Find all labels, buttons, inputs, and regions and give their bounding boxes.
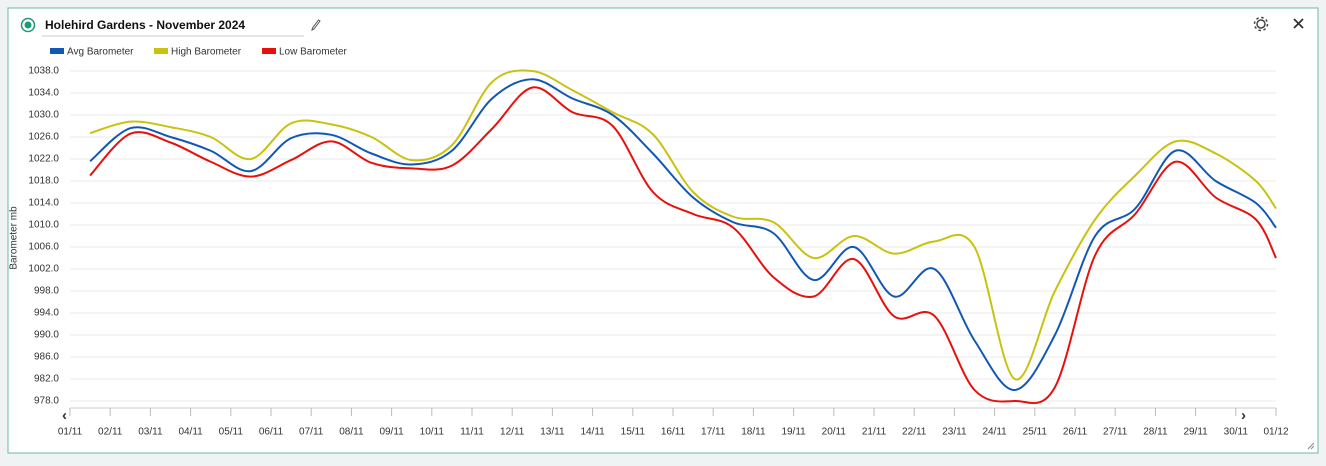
y-tick-label: 1018.0 — [28, 176, 59, 187]
x-tick-label: 24/11 — [982, 427, 1007, 438]
y-tick-label: 1014.0 — [28, 198, 59, 209]
settings-icon-teeth — [1253, 16, 1269, 32]
x-tick-label: 27/11 — [1103, 427, 1128, 438]
x-tick-label: 23/11 — [942, 427, 967, 438]
x-tick-label: 04/11 — [178, 427, 203, 438]
y-tick-label: 1030.0 — [28, 110, 59, 121]
status-dot — [24, 21, 32, 29]
x-tick-label: 07/11 — [299, 427, 324, 438]
x-tick-label: 05/11 — [219, 427, 244, 438]
x-tick-label: 02/11 — [98, 427, 123, 438]
legend-swatch — [154, 48, 168, 54]
x-tick-label: 25/11 — [1023, 427, 1048, 438]
x-tick-label: 01/11 — [58, 427, 83, 438]
y-tick-label: 1034.0 — [28, 88, 59, 99]
legend-label: High Barometer — [171, 47, 242, 58]
y-tick-label: 986.0 — [34, 352, 59, 363]
y-tick-label: 998.0 — [34, 286, 59, 297]
y-axis-label: Barometer mb — [9, 206, 20, 270]
x-tick-label: 09/11 — [379, 427, 404, 438]
y-tick-label: 994.0 — [34, 308, 59, 319]
edit-icon[interactable] — [311, 19, 321, 31]
y-tick-label: 978.0 — [34, 396, 59, 407]
y-tick-label: 982.0 — [34, 374, 59, 385]
x-tick-label: 03/11 — [138, 427, 163, 438]
x-tick-label: 22/11 — [902, 427, 927, 438]
x-tick-label: 28/11 — [1143, 427, 1168, 438]
widget-title: Holehird Gardens - November 2024 — [45, 18, 245, 32]
x-tick-label: 20/11 — [822, 427, 847, 438]
x-tick-label: 14/11 — [580, 427, 605, 438]
panel — [7, 7, 1319, 454]
x-tick-label: 18/11 — [741, 427, 766, 438]
legend-swatch — [50, 48, 64, 54]
legend-swatch — [262, 48, 276, 54]
x-tick-label: 01/12 — [1263, 427, 1288, 438]
close-icon[interactable] — [1293, 18, 1304, 29]
x-tick-label: 21/11 — [862, 427, 887, 438]
x-tick-label: 11/11 — [460, 427, 484, 438]
x-tick-label: 29/11 — [1183, 427, 1208, 438]
x-tick-label: 13/11 — [540, 427, 565, 438]
y-tick-label: 1026.0 — [28, 132, 59, 143]
x-tick-label: 26/11 — [1063, 427, 1088, 438]
x-tick-label: 16/11 — [661, 427, 686, 438]
x-tick-label: 12/11 — [500, 427, 525, 438]
y-tick-label: 1002.0 — [28, 264, 59, 275]
y-tick-label: 1038.0 — [28, 66, 59, 77]
x-tick-label: 17/11 — [701, 427, 726, 438]
x-tick-label: 30/11 — [1224, 427, 1249, 438]
x-tick-label: 19/11 — [781, 427, 806, 438]
x-tick-label: 08/11 — [339, 427, 364, 438]
scroll-right[interactable]: › — [1241, 407, 1246, 424]
legend-label: Low Barometer — [279, 47, 347, 58]
y-tick-label: 1022.0 — [28, 154, 59, 165]
resize-handle — [1307, 442, 1315, 450]
y-tick-label: 1010.0 — [28, 220, 59, 231]
y-tick-label: 990.0 — [34, 330, 59, 341]
series-line — [89, 86, 1277, 405]
x-tick-label: 10/11 — [420, 427, 445, 438]
series-line — [89, 69, 1277, 381]
settings-icon[interactable] — [1256, 19, 1266, 29]
legend-label: Avg Barometer — [67, 47, 134, 58]
x-tick-label: 06/11 — [259, 427, 284, 438]
scroll-left[interactable]: ‹ — [62, 407, 67, 424]
series-line — [89, 78, 1277, 392]
x-tick-label: 15/11 — [621, 427, 646, 438]
plot: 978.0 982.0 986.0 990.0 994.0 998.0 1002.0 1006… — [9, 66, 1289, 438]
y-tick-label: 1006.0 — [28, 242, 59, 253]
